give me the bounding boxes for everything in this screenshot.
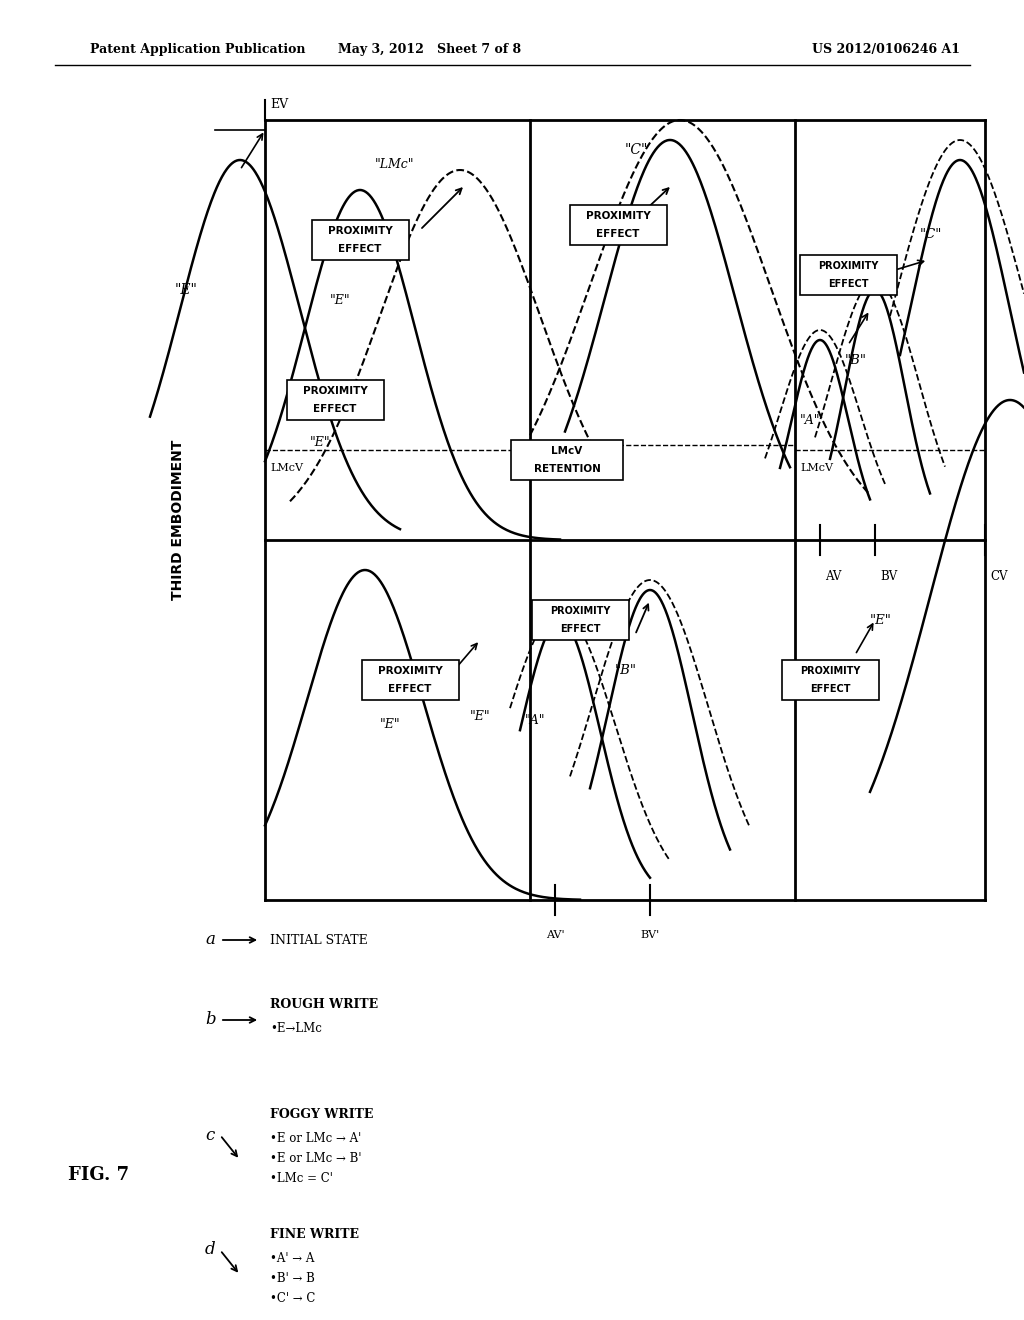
Text: "C": "C" bbox=[920, 228, 942, 242]
Text: BV: BV bbox=[880, 570, 897, 583]
Text: "E": "E" bbox=[470, 710, 490, 723]
Text: "E": "E" bbox=[175, 282, 198, 297]
Text: c: c bbox=[205, 1126, 214, 1143]
Text: "C": "C" bbox=[625, 143, 648, 157]
Text: a: a bbox=[205, 932, 215, 949]
Text: BV': BV' bbox=[640, 931, 659, 940]
Text: PROXIMITY: PROXIMITY bbox=[378, 667, 442, 676]
Text: "B": "B" bbox=[845, 354, 867, 367]
Text: PROXIMITY: PROXIMITY bbox=[800, 667, 860, 676]
FancyBboxPatch shape bbox=[287, 380, 384, 420]
Text: US 2012/0106246 A1: US 2012/0106246 A1 bbox=[812, 44, 961, 57]
Text: d: d bbox=[205, 1242, 216, 1258]
Text: Patent Application Publication: Patent Application Publication bbox=[90, 44, 305, 57]
Text: "E": "E" bbox=[310, 437, 331, 450]
Text: FOGGY WRITE: FOGGY WRITE bbox=[270, 1109, 374, 1122]
Text: AV: AV bbox=[825, 570, 842, 583]
FancyBboxPatch shape bbox=[781, 660, 879, 700]
Text: EFFECT: EFFECT bbox=[560, 624, 600, 634]
Text: •E or LMc → B': •E or LMc → B' bbox=[270, 1151, 361, 1164]
Text: FINE WRITE: FINE WRITE bbox=[270, 1229, 359, 1242]
Text: May 3, 2012   Sheet 7 of 8: May 3, 2012 Sheet 7 of 8 bbox=[339, 44, 521, 57]
Text: EFFECT: EFFECT bbox=[596, 228, 640, 239]
FancyBboxPatch shape bbox=[361, 660, 459, 700]
FancyBboxPatch shape bbox=[511, 440, 623, 480]
Text: •B' → B: •B' → B bbox=[270, 1271, 314, 1284]
Text: "LMc": "LMc" bbox=[375, 158, 415, 172]
Text: •LMc = C': •LMc = C' bbox=[270, 1172, 333, 1184]
Text: LMcV: LMcV bbox=[800, 463, 833, 473]
Text: FIG. 7: FIG. 7 bbox=[68, 1166, 129, 1184]
Text: EFFECT: EFFECT bbox=[338, 244, 382, 253]
Text: •E→LMc: •E→LMc bbox=[270, 1022, 322, 1035]
Text: PROXIMITY: PROXIMITY bbox=[550, 606, 610, 616]
Text: •A' → A: •A' → A bbox=[270, 1251, 314, 1265]
Text: •E or LMc → A': •E or LMc → A' bbox=[270, 1131, 361, 1144]
Text: LMcV: LMcV bbox=[270, 463, 303, 473]
Text: •C' → C: •C' → C bbox=[270, 1291, 315, 1304]
Text: AV': AV' bbox=[546, 931, 564, 940]
FancyBboxPatch shape bbox=[800, 255, 896, 294]
Text: ROUGH WRITE: ROUGH WRITE bbox=[270, 998, 378, 1011]
Text: PROXIMITY: PROXIMITY bbox=[303, 385, 368, 396]
Text: LMcV: LMcV bbox=[551, 446, 583, 455]
Text: INITIAL STATE: INITIAL STATE bbox=[270, 933, 368, 946]
Text: PROXIMITY: PROXIMITY bbox=[328, 226, 392, 236]
Text: PROXIMITY: PROXIMITY bbox=[586, 211, 650, 220]
Text: THIRD EMBODIMENT: THIRD EMBODIMENT bbox=[171, 440, 185, 601]
FancyBboxPatch shape bbox=[569, 205, 667, 246]
Text: LMcV: LMcV bbox=[535, 458, 568, 469]
Text: EFFECT: EFFECT bbox=[810, 684, 850, 694]
Text: "E": "E" bbox=[330, 293, 350, 306]
Text: EV: EV bbox=[270, 99, 288, 111]
Text: "A": "A" bbox=[800, 413, 820, 426]
Text: "A": "A" bbox=[525, 714, 546, 726]
Text: "B": "B" bbox=[615, 664, 637, 676]
FancyBboxPatch shape bbox=[311, 220, 409, 260]
Text: b: b bbox=[205, 1011, 216, 1028]
Text: "E": "E" bbox=[870, 614, 892, 627]
Text: EFFECT: EFFECT bbox=[388, 684, 432, 694]
Text: "E": "E" bbox=[380, 718, 400, 731]
Text: EFFECT: EFFECT bbox=[827, 279, 868, 289]
Text: PROXIMITY: PROXIMITY bbox=[818, 261, 879, 271]
Text: RETENTION: RETENTION bbox=[534, 465, 600, 474]
Text: EFFECT: EFFECT bbox=[313, 404, 356, 414]
Text: CV: CV bbox=[990, 570, 1008, 583]
FancyBboxPatch shape bbox=[531, 601, 629, 640]
